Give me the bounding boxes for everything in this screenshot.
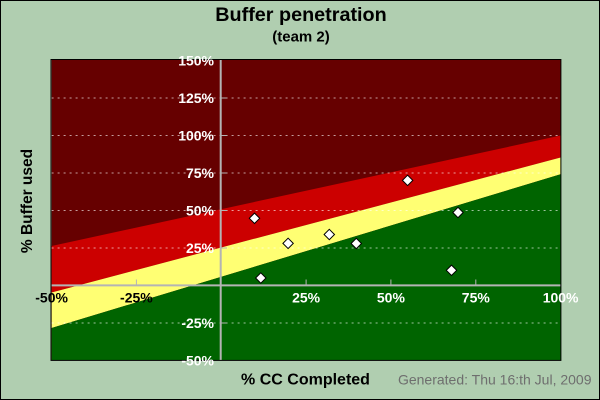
svg-text:-50%: -50%: [35, 290, 68, 306]
svg-text:75%: 75%: [462, 290, 491, 306]
svg-text:75%: 75%: [186, 165, 215, 181]
svg-text:(team 2): (team 2): [272, 29, 330, 46]
svg-text:-50%: -50%: [181, 352, 214, 368]
svg-text:50%: 50%: [377, 290, 406, 306]
svg-text:Generated: Thu 16:th Jul, 2009: Generated: Thu 16:th Jul, 2009: [398, 372, 592, 388]
svg-text:100%: 100%: [543, 290, 579, 306]
svg-text:25%: 25%: [292, 290, 321, 306]
svg-text:-25%: -25%: [181, 315, 214, 331]
svg-text:-25%: -25%: [120, 290, 153, 306]
svg-text:Buffer penetration: Buffer penetration: [215, 4, 386, 26]
svg-text:125%: 125%: [178, 90, 214, 106]
svg-text:25%: 25%: [186, 240, 215, 256]
svg-text:150%: 150%: [178, 53, 214, 69]
svg-text:100%: 100%: [178, 128, 214, 144]
svg-text:% Buffer used: % Buffer used: [19, 149, 36, 253]
svg-text:% CC Completed: % CC Completed: [241, 371, 370, 388]
svg-text:50%: 50%: [186, 203, 215, 219]
